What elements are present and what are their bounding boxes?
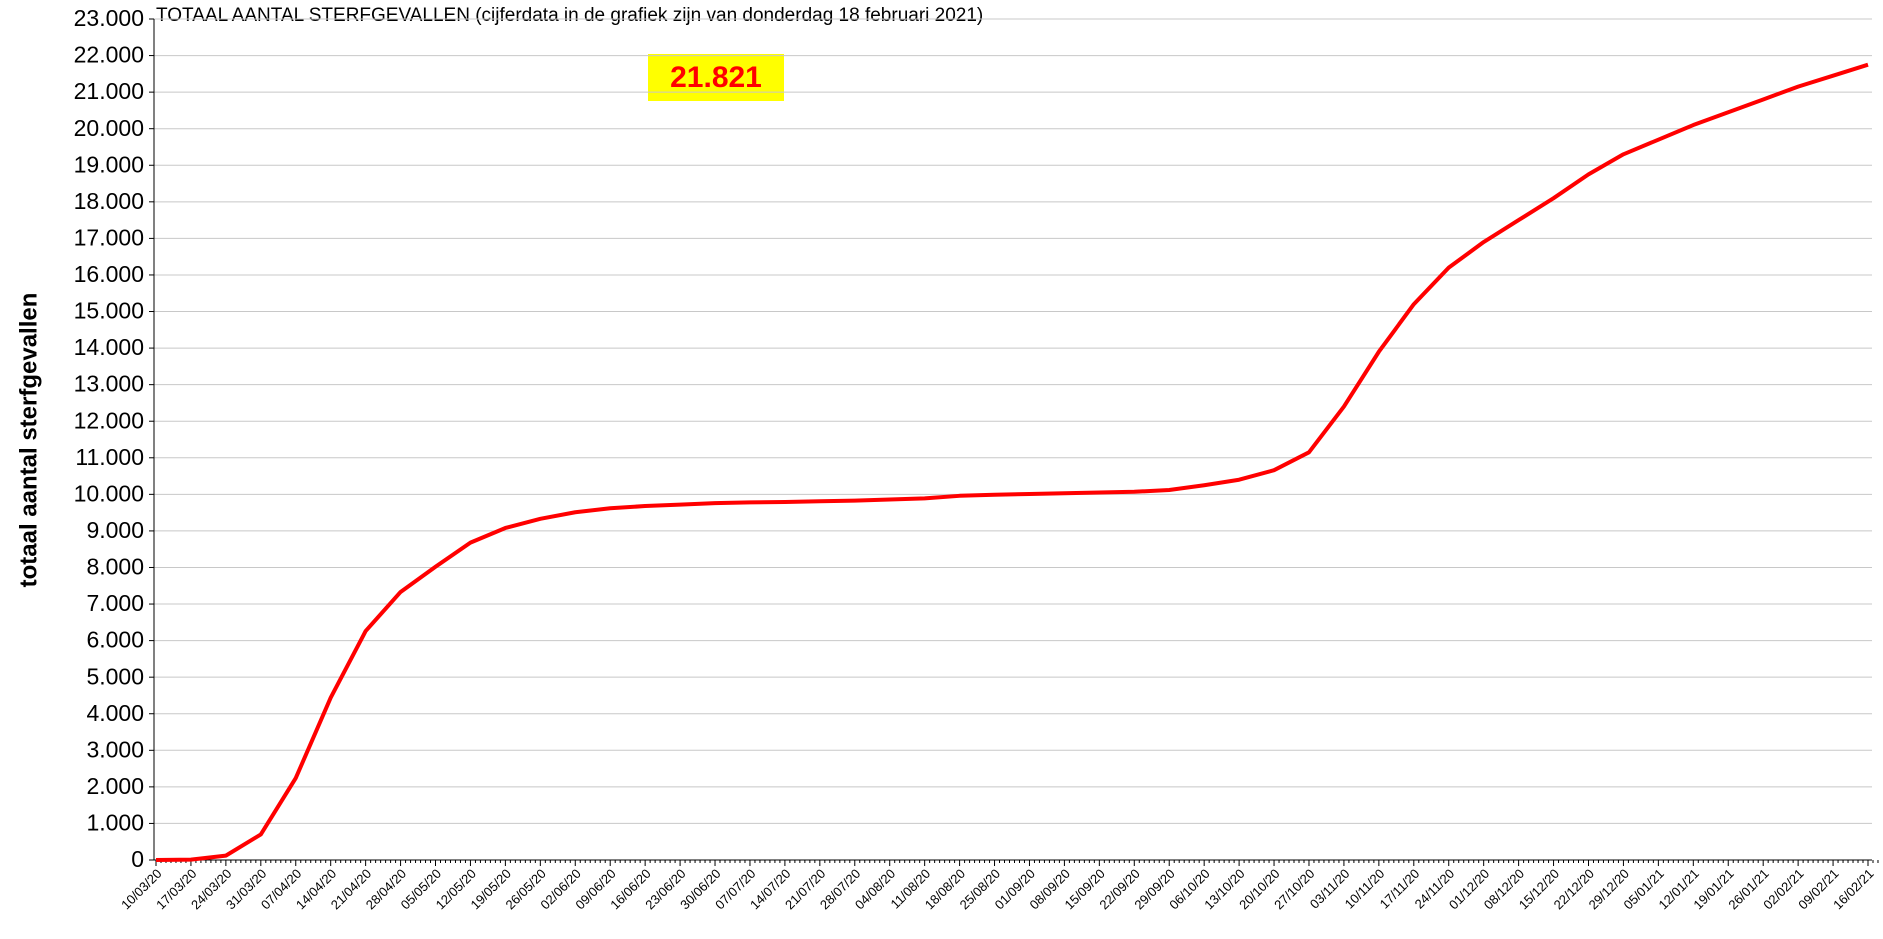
y-tick-label: 4.000 [86,700,144,726]
y-tick-label: 0 [131,846,144,872]
y-tick-label: 14.000 [74,334,144,360]
y-tick-label: 19.000 [74,151,144,177]
y-tick-label: 11.000 [75,444,144,470]
annotation: 21.821 [670,61,762,94]
y-tick-label: 2.000 [86,773,144,799]
y-tick-label: 6.000 [86,627,144,653]
line-series [155,62,1869,862]
y-tick-label: 17.000 [74,224,144,250]
y-tick-label: 23.000 [74,5,144,31]
y-tick-label: 9.000 [86,517,144,543]
y-tick-label: 12.000 [74,407,144,433]
y-tick-label: 21.000 [74,78,144,104]
y-tick-label: 5.000 [86,663,144,689]
y-tick-label: 20.000 [74,115,144,141]
y-axis-label: totaal aantal sterfgevallen [15,293,42,588]
y-tick-label: 10.000 [74,480,144,506]
y-tick-label: 8.000 [86,554,144,580]
annotation-box [648,54,784,101]
y-tick-label: 1.000 [86,810,144,836]
plot: 0 1.000 2.000 3.000 4.000 5.000 6.000 7.000 8.00… [74,5,1879,912]
chart-title: TOTAAL AANTAL STERFGEVALLEN (cijferdata … [156,5,983,26]
y-tick-label: 7.000 [86,590,144,616]
y-tick-label: 18.000 [74,188,144,214]
y-tick-label: 3.000 [86,736,144,762]
y-tick-label: 16.000 [74,261,144,287]
y-tick-label: 22.000 [74,42,144,68]
y-tick-label: 15.000 [74,298,144,324]
y-tick-label: 13.000 [74,371,144,397]
